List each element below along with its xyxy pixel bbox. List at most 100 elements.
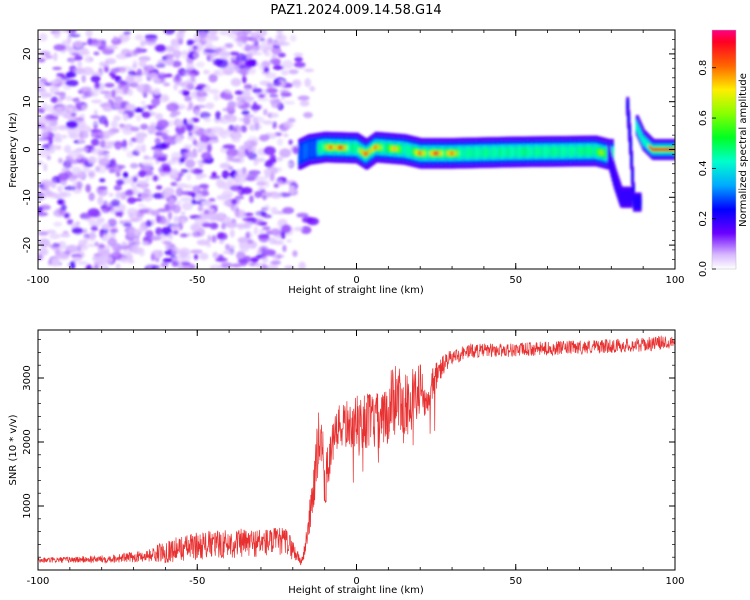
noise-blob xyxy=(196,90,207,97)
noise-blob xyxy=(269,93,279,98)
noise-blob xyxy=(292,250,298,257)
noise-blob xyxy=(270,206,278,215)
colorbar-tick-label: 0.6 xyxy=(698,110,709,126)
noise-blob xyxy=(125,74,135,84)
colorbar-ticks: 0.0 0.2 0.4 0.6 0.8 xyxy=(698,60,716,277)
noise-blob xyxy=(235,168,242,173)
x-tick-label: 100 xyxy=(665,275,684,286)
noise-blob xyxy=(221,169,230,180)
noise-blob xyxy=(141,111,151,119)
snr-axes: -100 -50 0 50 100 1000 2000 3000 xyxy=(22,330,685,587)
noise-blob xyxy=(283,133,289,138)
noise-blob xyxy=(151,97,161,107)
noise-blob xyxy=(124,53,133,58)
noise-blob xyxy=(197,142,207,148)
noise-blob xyxy=(185,122,194,132)
noise-blob xyxy=(203,190,209,195)
noise-blob xyxy=(67,35,72,44)
figure-title: PAZ1.2024.009.14.58.G14 xyxy=(270,3,441,18)
noise-blob xyxy=(65,95,73,102)
noise-blob xyxy=(258,233,270,243)
x-tick-label: -100 xyxy=(27,576,50,587)
noise-blob xyxy=(214,128,227,136)
noise-blob xyxy=(171,38,181,46)
noise-blob xyxy=(77,61,82,68)
spectrogram-image xyxy=(38,30,675,269)
noise-blob xyxy=(93,51,100,56)
noise-blob xyxy=(175,32,185,39)
noise-blob xyxy=(280,231,286,240)
noise-blob xyxy=(90,99,103,104)
noise-blob xyxy=(71,98,80,102)
noise-blob xyxy=(75,221,81,226)
noise-blob xyxy=(57,240,67,250)
noise-blob xyxy=(97,242,104,252)
noise-blob xyxy=(172,229,179,235)
colorbar-gradient xyxy=(712,30,736,269)
noise-blob xyxy=(261,214,273,219)
noise-blob xyxy=(152,175,159,182)
noise-blob xyxy=(112,101,121,110)
noise-blob xyxy=(193,254,199,260)
x-tick-label: -50 xyxy=(189,576,205,587)
noise-blob xyxy=(265,180,270,188)
noise-blob xyxy=(248,37,258,42)
noise-blob xyxy=(141,241,149,246)
noise-blob xyxy=(114,141,123,150)
noise-blob xyxy=(207,234,212,243)
noise-blob xyxy=(235,95,247,102)
noise-blob xyxy=(145,230,154,238)
noise-blob xyxy=(191,192,196,199)
noise-blob xyxy=(154,131,164,137)
noise-blob xyxy=(61,134,68,139)
noise-blob xyxy=(178,264,191,269)
noise-blob xyxy=(264,159,273,168)
noise-blob xyxy=(175,125,186,135)
noise-blob xyxy=(204,48,217,54)
noise-blob xyxy=(270,112,279,118)
noise-blob xyxy=(83,214,92,219)
colorbar-tick-label: 0.8 xyxy=(698,60,709,76)
noise-blob xyxy=(294,56,303,63)
noise-blob xyxy=(113,36,118,42)
noise-blob xyxy=(119,123,125,128)
noise-blob xyxy=(105,163,111,170)
noise-blob xyxy=(90,225,98,232)
noise-blob xyxy=(57,185,63,193)
noise-blob xyxy=(209,215,216,222)
snr-frame xyxy=(37,329,676,571)
noise-blob xyxy=(57,172,70,181)
noise-blob xyxy=(111,244,122,253)
y-tick-label: 1000 xyxy=(22,493,33,518)
noise-blob xyxy=(195,61,205,68)
noise-blob xyxy=(283,121,291,128)
noise-blob xyxy=(149,235,162,241)
noise-blob xyxy=(38,206,43,213)
noise-blob xyxy=(281,90,288,94)
noise-blob xyxy=(218,50,231,59)
noise-blob xyxy=(187,118,194,125)
noise-blob xyxy=(259,134,269,142)
noise-blob xyxy=(49,146,56,154)
noise-blob xyxy=(97,187,108,197)
noise-blob xyxy=(230,263,243,268)
noise-blob xyxy=(50,258,60,267)
noise-blob xyxy=(242,217,256,222)
noise-blob xyxy=(203,209,210,215)
noise-blob xyxy=(263,146,276,156)
x-tick-label: 0 xyxy=(353,576,359,587)
noise-blob xyxy=(131,244,139,254)
noise-blob xyxy=(186,62,195,71)
noise-blob xyxy=(262,226,271,231)
noise-blob xyxy=(175,73,180,82)
noise-blob xyxy=(277,157,282,162)
noise-blob xyxy=(222,144,236,149)
noise-blob xyxy=(70,59,75,65)
noise-blob xyxy=(159,171,171,177)
noise-blob xyxy=(102,130,115,137)
noise-blob xyxy=(74,54,83,61)
noise-blob xyxy=(88,231,97,240)
noise-blob xyxy=(106,45,119,50)
noise-blob xyxy=(77,138,84,144)
noise-blob xyxy=(147,156,155,161)
